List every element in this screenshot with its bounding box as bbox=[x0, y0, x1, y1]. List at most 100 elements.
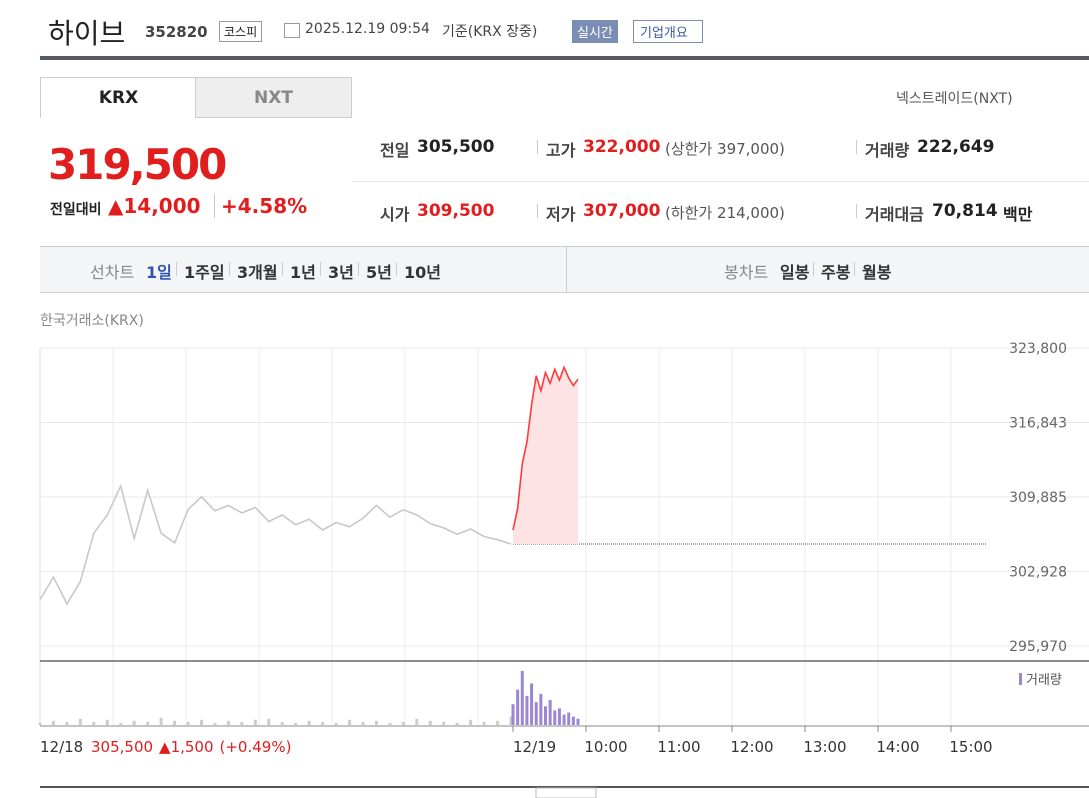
volume-bar bbox=[509, 716, 513, 725]
change: ▲14,000 bbox=[108, 194, 201, 218]
volume-bar bbox=[38, 722, 42, 725]
x-tick-label: 10:00 bbox=[584, 738, 627, 756]
stats-divider bbox=[352, 181, 1089, 182]
collapse-handle bbox=[535, 787, 597, 798]
volume-bar bbox=[374, 720, 378, 725]
stat-label: 거래대금 bbox=[865, 205, 924, 224]
x-tick-label: 13:00 bbox=[803, 738, 846, 756]
menu-sep bbox=[176, 262, 177, 276]
chart: 295,970 302,928 309,885 316,843 323,800 거래량 12… bbox=[38, 341, 1089, 798]
x-label-prev-date: 12/18 bbox=[40, 738, 83, 756]
volume-bar bbox=[65, 721, 69, 725]
area bbox=[513, 367, 578, 544]
y-tick-label: 323,800 bbox=[1009, 341, 1067, 357]
stat-sep bbox=[856, 140, 857, 154]
volume-bar bbox=[548, 700, 552, 725]
volume-bar bbox=[199, 719, 203, 725]
volume-bar bbox=[562, 714, 566, 725]
x-tick-label: 12:00 bbox=[730, 738, 773, 756]
stock-code: 352820 bbox=[145, 23, 208, 41]
stat-value: 222,649 bbox=[917, 137, 995, 157]
realtime-button[interactable]: 실시간 bbox=[572, 20, 618, 43]
menu-item[interactable]: 3개월 bbox=[237, 263, 278, 282]
volume-bar bbox=[511, 704, 515, 725]
company-info-button[interactable]: 기업개요 bbox=[633, 20, 703, 43]
menu-label: 봉차트 bbox=[724, 263, 769, 282]
menu-item[interactable]: 1주일 bbox=[184, 263, 225, 282]
volume-bar bbox=[557, 708, 561, 725]
footer-prev_rate: (+0.49%) bbox=[220, 738, 292, 756]
menu-sep bbox=[854, 262, 855, 276]
stat-value: 307,000 bbox=[583, 201, 661, 221]
top-rule bbox=[40, 56, 1089, 60]
volume-bar bbox=[567, 712, 571, 725]
volume-bar bbox=[348, 719, 352, 725]
chart-menu-bar bbox=[40, 246, 1089, 293]
x-tick-label: 14:00 bbox=[876, 738, 919, 756]
volume-bar bbox=[334, 722, 338, 725]
menu-item[interactable]: 10년 bbox=[404, 263, 441, 282]
datetime: 2025.12.19 09:54 bbox=[305, 21, 430, 37]
stat-unit: 백만 bbox=[1003, 205, 1033, 224]
change-label: 전일대비 bbox=[50, 202, 102, 218]
y-tick-label: 309,885 bbox=[1009, 490, 1067, 506]
volume-bar bbox=[213, 722, 217, 725]
volume-bar bbox=[415, 718, 419, 725]
stock-name: 하이브 bbox=[48, 17, 126, 50]
volume-bar bbox=[539, 693, 543, 725]
volume-legend-swatch bbox=[1019, 673, 1022, 685]
volume-bar bbox=[280, 721, 284, 725]
stat-value: 309,500 bbox=[417, 201, 495, 221]
basis: 기준(KRX 장중) bbox=[442, 24, 538, 40]
volume-bar bbox=[442, 721, 446, 725]
volume-bar bbox=[455, 722, 459, 725]
volume-bar bbox=[92, 721, 96, 725]
stat-value: 305,500 bbox=[417, 137, 495, 157]
volume-bar bbox=[496, 720, 500, 725]
nxt-link[interactable]: 넥스트레이드(NXT) bbox=[896, 91, 1013, 107]
stat-sep bbox=[537, 140, 538, 154]
menu-item[interactable]: 주봉 bbox=[821, 263, 851, 282]
volume-bar bbox=[267, 718, 271, 725]
volume-legend: 거래량 bbox=[1026, 673, 1062, 688]
stat-sep bbox=[537, 204, 538, 218]
menu-divider bbox=[566, 247, 567, 292]
volume-bar bbox=[105, 719, 109, 725]
menu-sep bbox=[229, 262, 230, 276]
x-tick-label: 15:00 bbox=[949, 738, 992, 756]
menu-item[interactable]: 월봉 bbox=[862, 263, 892, 282]
stat-label: 전일 bbox=[380, 141, 410, 160]
volume-bar bbox=[186, 721, 190, 725]
volume-bar bbox=[525, 695, 529, 725]
stat-value: 322,000 bbox=[583, 137, 661, 157]
change-rate: +4.58% bbox=[214, 194, 307, 218]
volume-bar bbox=[78, 718, 82, 725]
y-tick-label: 316,843 bbox=[1009, 415, 1067, 431]
volume-bar bbox=[571, 716, 575, 725]
volume-bar bbox=[307, 720, 311, 725]
price-line bbox=[512, 365, 579, 531]
tab-krx[interactable]: KRX bbox=[40, 77, 197, 118]
stat-sub: (상한가 397,000) bbox=[665, 140, 785, 158]
volume-bar bbox=[544, 706, 547, 725]
stat-label: 저가 bbox=[546, 205, 576, 224]
volume-bar bbox=[553, 710, 557, 725]
stat-label: 시가 bbox=[380, 205, 410, 224]
menu-sep bbox=[813, 262, 814, 276]
menu-item[interactable]: 1일 bbox=[146, 263, 172, 282]
market-badge: 코스피 bbox=[219, 21, 263, 42]
chart-subtitle: 한국거래소(KRX) bbox=[40, 313, 144, 329]
tab-nxt[interactable]: NXT bbox=[195, 77, 352, 118]
menu-item[interactable]: 5년 bbox=[366, 263, 392, 282]
volume-bar bbox=[482, 721, 486, 725]
volume-bar bbox=[428, 720, 432, 725]
menu-item[interactable]: 1년 bbox=[290, 263, 316, 282]
footer-prev_close: 305,500 bbox=[91, 738, 153, 756]
menu-item[interactable]: 3년 bbox=[328, 263, 354, 282]
volume-bar bbox=[146, 721, 150, 725]
x-tick-label: 11:00 bbox=[657, 738, 700, 756]
menu-label: 선차트 bbox=[90, 263, 135, 282]
menu-item[interactable]: 일봉 bbox=[780, 263, 810, 282]
volume-bar bbox=[388, 722, 392, 725]
